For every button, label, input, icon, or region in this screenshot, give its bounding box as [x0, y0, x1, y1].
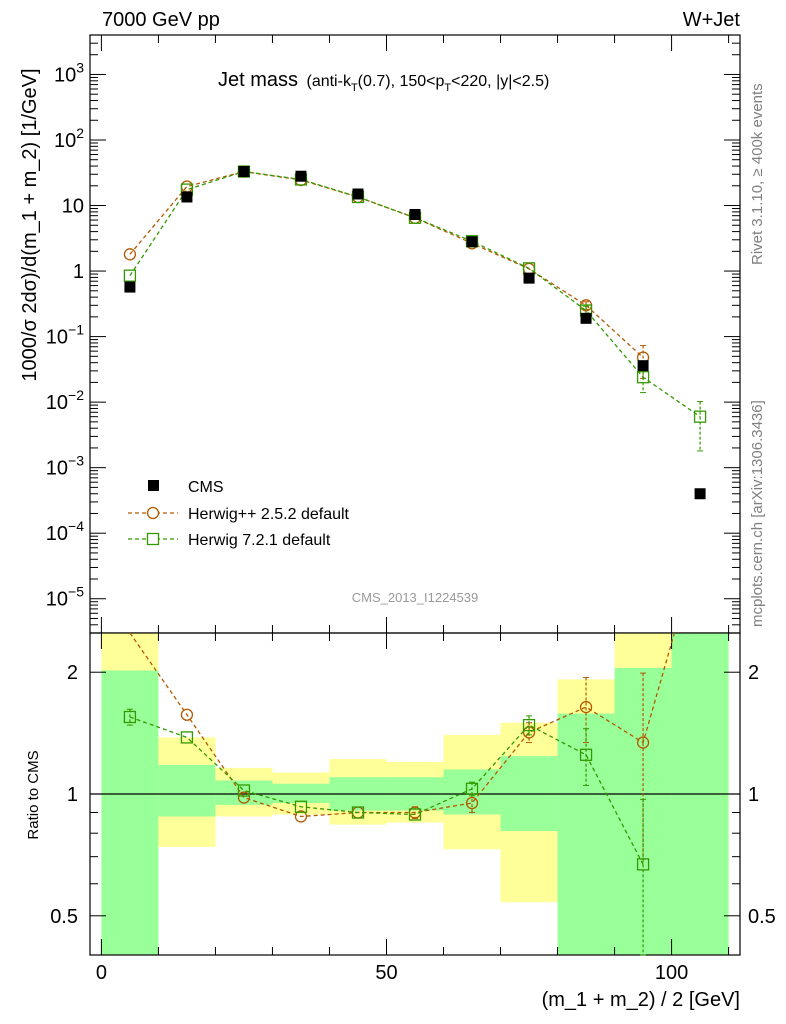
ratio-xtick-label: 0	[96, 962, 107, 984]
legend-herwig7-label: Herwig 7.2.1 default	[188, 532, 331, 549]
main-cms-point	[637, 360, 649, 372]
ratio-herwigpp-point	[579, 700, 593, 714]
ratio-ytick-label: 2	[67, 662, 78, 684]
ratio-band-inner-3	[272, 783, 330, 804]
ratio-band-inner-0	[101, 670, 159, 955]
main-cms-point	[238, 166, 250, 178]
ratio-herwig7-point	[351, 806, 365, 819]
ratio-herwig7-point	[522, 718, 536, 732]
ratio-herwig7-point	[636, 858, 650, 871]
ratio-ytick-label: 0.5	[50, 906, 78, 928]
main-cms-point	[580, 312, 592, 324]
main-ytick-label: 10−2	[46, 387, 84, 414]
ratio-xtick-label: 50	[375, 962, 397, 984]
main-herwig7-point	[636, 371, 650, 384]
ratio-ytick-label-right: 0.5	[748, 906, 776, 928]
main-cms-point	[694, 488, 706, 500]
rivet-label: Rivet 3.1.10, ≥ 400k events	[749, 83, 766, 265]
main-cms-point	[181, 191, 193, 203]
ratio-herwig7-point	[465, 782, 479, 795]
ratio-band-inner-1	[158, 764, 216, 817]
legend-herwigpp-marker	[146, 506, 160, 520]
main-ytick-label: 10−5	[46, 584, 84, 611]
main-ytick-label: 1	[73, 261, 84, 283]
ratio-herwig7-point	[180, 731, 194, 744]
mcplots-label: mcplots.cern.ch [arXiv:1306.3436]	[749, 400, 766, 627]
main-herwigpp-line	[129, 170, 644, 358]
main-ytick-label: 10−1	[46, 322, 84, 349]
main-cms-point	[295, 170, 307, 182]
main-ytick-label: 10−3	[46, 453, 84, 480]
legend-cms-marker	[148, 480, 159, 491]
ratio-ytick-label: 1	[67, 784, 78, 806]
ratio-herwigpp-point	[180, 708, 194, 721]
legend-cms-label: CMS	[188, 479, 224, 496]
ratio-ytick-label-right: 1	[748, 784, 759, 806]
legend-herwigpp-label: Herwig++ 2.5.2 default	[188, 506, 350, 523]
process-label: W+Jet	[683, 9, 741, 31]
ratio-ytick-label-right: 2	[748, 662, 759, 684]
ratio-ylabel: Ratio to CMS	[25, 750, 42, 839]
main-cms-point	[352, 188, 364, 200]
ratio-herwig7-point	[579, 748, 593, 761]
analysis-watermark: CMS_2013_I1224539	[352, 590, 479, 605]
legend: CMS Herwig++ 2.5.2 default Herwig 7.2.1 …	[128, 479, 350, 549]
ratio-herwigpp-point	[465, 796, 479, 810]
main-herwigpp-point	[123, 248, 137, 261]
main-herwig7-point	[123, 269, 137, 282]
main-cms-point	[124, 281, 136, 293]
main-cms-point	[466, 236, 478, 248]
legend-herwig7-marker	[146, 532, 160, 546]
ratio-herwig7-point	[237, 784, 251, 797]
main-ytick-label: 10−4	[46, 518, 84, 545]
main-ylabel: 1000/σ 2dσ)/d(m_1 + m_2) [1/GeV]	[19, 68, 41, 381]
ratio-herwig7-point	[123, 710, 137, 724]
ratio-herwigpp-point	[237, 791, 251, 804]
energy-label: 7000 GeV pp	[102, 9, 220, 31]
ratio-herwigpp-point	[294, 810, 308, 823]
main-ytick-label: 10	[62, 196, 84, 218]
ratio-xlabel: (m_1 + m_2) / 2 [GeV]	[542, 989, 740, 1011]
ratio-herwig7-point	[294, 800, 308, 813]
chart-title: Jet mass (anti-kT(0.7), 150<pT<220, |y|<…	[218, 69, 549, 94]
main-herwig7-line	[129, 170, 701, 418]
main-cms-point	[523, 272, 535, 284]
main-ytick-label: 102	[54, 125, 84, 152]
main-herwig7-point	[693, 410, 707, 423]
ratio-xtick-label: 100	[655, 962, 688, 984]
ratio-herwig7-line	[129, 716, 644, 865]
ratio-herwig7-point	[408, 808, 422, 821]
ratio-band-inner-6	[443, 769, 501, 815]
main-cms-point	[409, 208, 421, 220]
main-ytick-label: 103	[54, 59, 84, 86]
ratio-herwigpp-point	[636, 736, 650, 749]
main-herwigpp-point	[180, 180, 194, 193]
